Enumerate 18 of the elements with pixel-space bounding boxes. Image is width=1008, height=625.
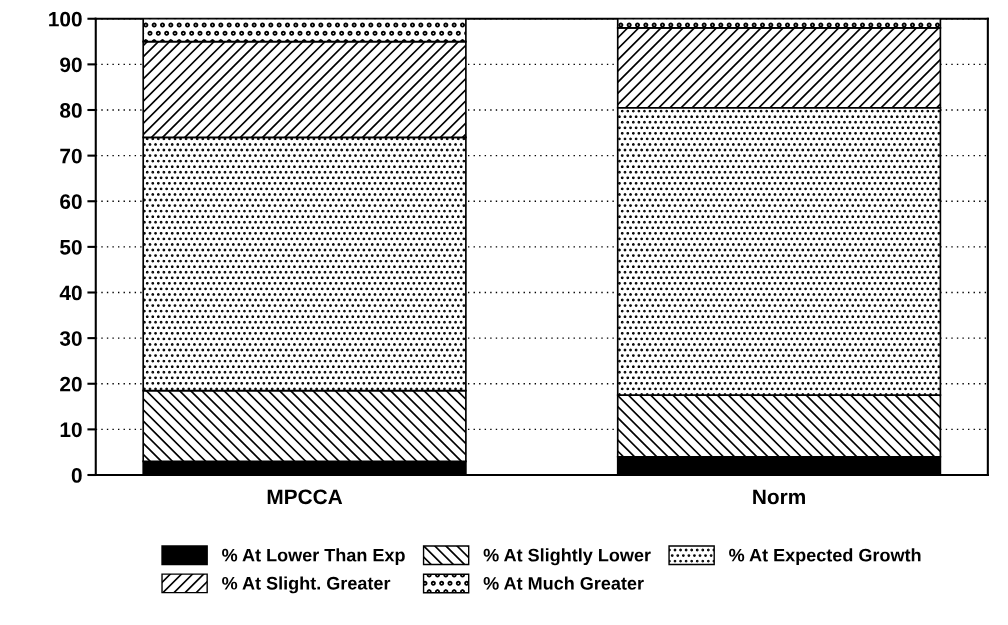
y-tick-label: 70 xyxy=(60,148,82,164)
legend-label: % At Slightly Lower xyxy=(483,548,651,566)
y-tick-label: 50 xyxy=(60,239,82,255)
y-tick-label: 20 xyxy=(60,376,82,392)
y-tick-label: 90 xyxy=(60,57,82,73)
y-tick-label: 10 xyxy=(60,422,82,438)
y-tick-label: 100 xyxy=(49,11,82,27)
y-tick-label: 60 xyxy=(60,194,82,209)
legend-label: % At Lower Than Exp xyxy=(222,548,405,566)
x-tick-label: MPCCA xyxy=(267,489,343,505)
legend-label: % At Much Greater xyxy=(483,576,644,590)
y-tick-label: 40 xyxy=(59,285,82,301)
x-tick-label: Norm xyxy=(753,489,805,505)
legend-label: % At Expected Growth xyxy=(729,548,921,566)
y-tick-label: 80 xyxy=(60,103,82,118)
legend-label: % At Slight. Greater xyxy=(222,576,391,594)
y-tick-label: 0 xyxy=(71,468,82,483)
y-tick-label: 30 xyxy=(59,331,82,346)
